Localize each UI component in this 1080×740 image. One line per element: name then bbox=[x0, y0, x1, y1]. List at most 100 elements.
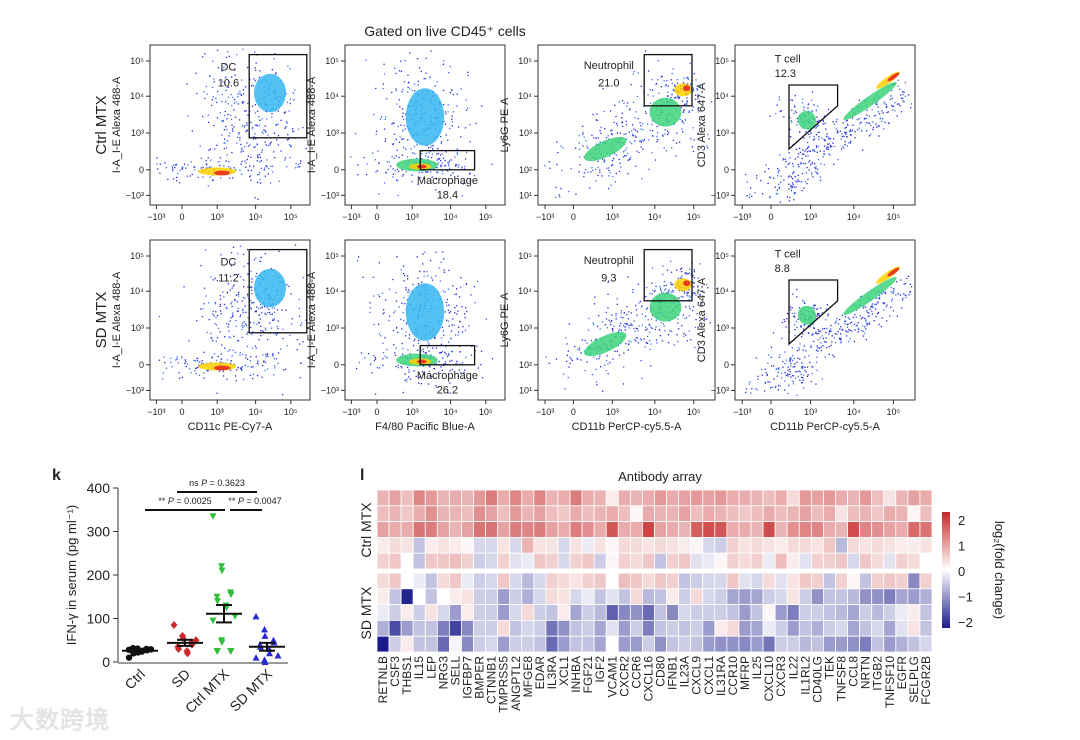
event-dot bbox=[852, 117, 854, 119]
event-dot bbox=[852, 316, 854, 318]
event-dot bbox=[201, 315, 204, 318]
event-dot bbox=[451, 368, 453, 371]
event-dot bbox=[378, 262, 380, 264]
event-dot bbox=[796, 117, 798, 120]
event-dot bbox=[784, 320, 786, 323]
heatmap-cell bbox=[726, 588, 740, 605]
heatmap-cell bbox=[859, 588, 873, 605]
heatmap-cell bbox=[895, 572, 909, 590]
event-dot bbox=[388, 315, 391, 317]
column-label: CCL8 bbox=[847, 656, 861, 687]
event-dot bbox=[828, 153, 830, 155]
event-dot bbox=[815, 170, 817, 173]
event-dot bbox=[595, 119, 597, 121]
event-dot bbox=[403, 296, 405, 299]
event-dot bbox=[449, 382, 451, 384]
event-dot bbox=[209, 148, 211, 150]
event-dot bbox=[199, 361, 201, 363]
heatmap-cell bbox=[533, 489, 547, 507]
heatmap-cell bbox=[569, 620, 583, 637]
heatmap-cell bbox=[605, 572, 619, 590]
event-dot bbox=[228, 135, 230, 137]
event-dot bbox=[407, 74, 409, 76]
event-dot bbox=[604, 159, 606, 161]
event-dot bbox=[156, 157, 158, 159]
event-dot bbox=[667, 85, 669, 87]
heatmap-cell bbox=[823, 489, 836, 507]
event-dot bbox=[258, 173, 260, 176]
event-dot bbox=[357, 174, 359, 176]
event-dot bbox=[805, 131, 807, 133]
event-dot bbox=[858, 328, 860, 331]
event-dot bbox=[626, 105, 628, 107]
event-dot bbox=[882, 291, 885, 293]
event-dot bbox=[862, 330, 865, 333]
event-dot bbox=[675, 155, 677, 157]
event-dot bbox=[275, 358, 278, 360]
event-dot bbox=[417, 283, 420, 285]
event-dot bbox=[790, 136, 792, 138]
event-dot bbox=[242, 89, 245, 91]
event-dot bbox=[223, 303, 226, 306]
event-dot bbox=[796, 296, 798, 298]
event-dot bbox=[655, 319, 657, 322]
event-dot bbox=[215, 97, 217, 99]
heatmap-cell bbox=[750, 620, 764, 637]
event-dot bbox=[689, 296, 692, 298]
event-dot bbox=[436, 159, 438, 161]
event-dot bbox=[771, 386, 774, 388]
event-dot bbox=[440, 337, 443, 339]
event-dot bbox=[402, 173, 405, 176]
event-dot bbox=[845, 126, 847, 128]
event-dot bbox=[240, 93, 242, 95]
event-dot bbox=[884, 121, 886, 124]
event-dot bbox=[800, 162, 802, 164]
heatmap-cell bbox=[593, 635, 607, 653]
event-dot bbox=[845, 331, 848, 333]
event-dot bbox=[632, 101, 635, 103]
event-dot bbox=[800, 163, 802, 165]
heatmap-cell bbox=[424, 552, 438, 570]
event-dot bbox=[824, 122, 826, 125]
event-dot bbox=[771, 365, 773, 367]
event-dot bbox=[622, 317, 624, 319]
event-dot bbox=[427, 341, 429, 343]
event-dot bbox=[449, 65, 451, 68]
event-dot bbox=[770, 387, 772, 389]
event-dot bbox=[197, 366, 199, 368]
heatmap-cell bbox=[835, 489, 848, 507]
event-dot bbox=[746, 181, 748, 183]
heatmap-cell bbox=[702, 588, 716, 605]
event-dot bbox=[591, 167, 593, 169]
event-dot bbox=[635, 136, 637, 138]
event-dot bbox=[211, 337, 213, 340]
event-dot bbox=[816, 121, 818, 123]
density-core bbox=[584, 136, 627, 162]
event-dot bbox=[226, 118, 228, 120]
event-dot bbox=[277, 123, 279, 125]
event-dot bbox=[868, 321, 871, 324]
event-dot bbox=[806, 151, 808, 153]
event-dot bbox=[241, 147, 243, 149]
event-dot bbox=[770, 356, 772, 358]
heatmap-cell bbox=[690, 572, 704, 590]
heatmap-cell bbox=[497, 588, 511, 605]
event-dot bbox=[434, 363, 436, 365]
heatmap-cell bbox=[545, 505, 559, 522]
event-dot bbox=[560, 187, 562, 190]
event-dot bbox=[202, 56, 204, 58]
event-dot bbox=[409, 353, 411, 355]
event-dot bbox=[254, 112, 257, 114]
event-dot bbox=[407, 139, 409, 141]
event-dot bbox=[762, 193, 764, 195]
event-dot bbox=[789, 196, 791, 199]
event-dot bbox=[787, 375, 789, 377]
event-dot bbox=[242, 253, 245, 256]
event-dot bbox=[609, 110, 612, 112]
heatmap-cell bbox=[702, 489, 716, 507]
event-dot bbox=[767, 381, 769, 383]
x-tick-label: 10⁴ bbox=[847, 212, 861, 222]
event-dot bbox=[643, 105, 645, 108]
event-dot bbox=[802, 379, 804, 381]
event-dot bbox=[270, 165, 272, 167]
